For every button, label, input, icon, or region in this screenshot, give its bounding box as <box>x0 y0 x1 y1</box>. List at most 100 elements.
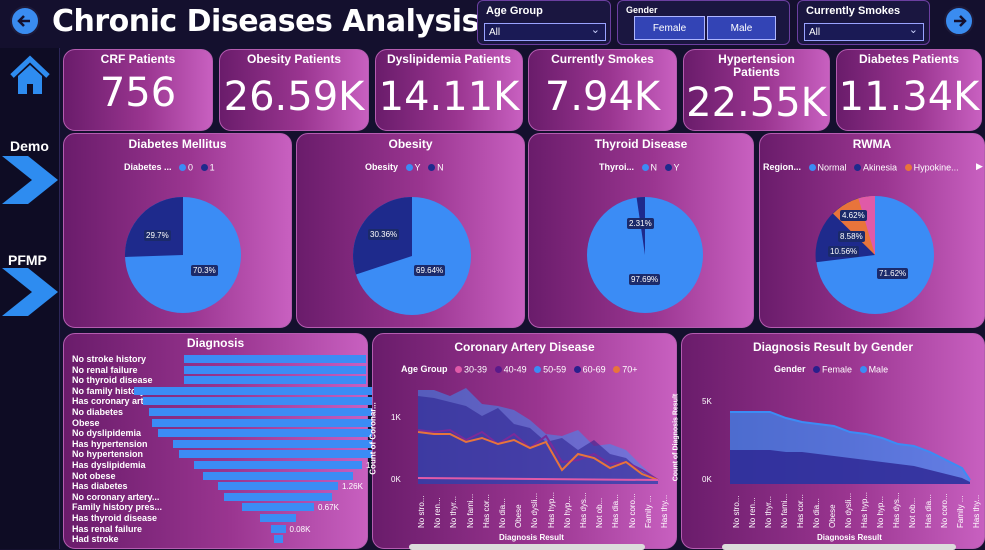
legend-dot <box>613 366 621 374</box>
x-tick: No dia... <box>812 498 821 528</box>
legend-dot <box>904 164 912 172</box>
gender-male-button[interactable]: Male <box>707 16 776 40</box>
diagnosis-bar[interactable] <box>273 535 283 544</box>
chevron-right-icon[interactable] <box>2 156 58 209</box>
legend-item: Female <box>822 364 853 375</box>
kpi-card-hypertension: Hypertension Patients 22.55K <box>683 49 830 131</box>
pie-chart[interactable] <box>124 196 242 314</box>
diagnosis-label: Has thyroid disease <box>72 513 158 523</box>
diagnosis-label: Has coronary arter... <box>72 396 160 407</box>
pie-label: 30.36% <box>368 229 400 240</box>
pie-label: 70.3% <box>191 265 218 276</box>
x-tick: No hyp... <box>876 495 885 528</box>
chart-title: RWMA <box>852 137 892 151</box>
x-tick: Has cor... <box>481 494 491 528</box>
diagnosis-bar[interactable] <box>184 376 366 385</box>
pie-card-rwma: RWMA Region... Normal Akinesia Hypokine.… <box>759 133 985 328</box>
pie-card-diabetes: Diabetes Mellitus Diabetes ... 0 1 29.7%… <box>63 133 292 328</box>
pie-chart[interactable] <box>352 196 472 316</box>
x-tick: No thyr... <box>764 495 773 528</box>
legend-title: Region... <box>763 162 801 172</box>
diagnosis-bar[interactable] <box>134 386 422 395</box>
diagnosis-bar[interactable] <box>184 355 366 363</box>
diagnosis-bar[interactable] <box>224 492 332 501</box>
diagnosis-bar[interactable] <box>270 524 286 533</box>
x-tick: No stro... <box>417 495 426 528</box>
x-tick: Obese <box>828 504 837 528</box>
page-title: Chronic Diseases Analysis <box>52 4 479 39</box>
forward-arrow-button[interactable] <box>944 6 974 36</box>
diagnosis-label: Obese <box>72 417 100 428</box>
legend-title: Obesity <box>365 162 399 172</box>
legend-dot <box>494 366 502 374</box>
x-tick: Has dia... <box>611 494 621 528</box>
gender-chart-card: Diagnosis Result by Gender Gender Female… <box>672 333 985 550</box>
gender-label: Gender <box>626 5 658 15</box>
legend-item: Akinesia <box>863 162 898 173</box>
diagnosis-bar[interactable] <box>143 397 413 406</box>
kpi-value: 14.11K <box>378 74 520 120</box>
x-tick: No thyr... <box>449 495 459 528</box>
diagnosis-label: No family history <box>72 385 146 396</box>
area-chart[interactable] <box>418 384 673 484</box>
back-arrow-button[interactable] <box>10 6 40 36</box>
legend-next-icon[interactable]: ▶ <box>976 161 983 171</box>
pie-label: 69.64% <box>414 265 446 276</box>
y-axis-label: Count of Coronar... <box>368 402 378 475</box>
diagnosis-bar[interactable] <box>194 461 362 469</box>
chart-title: Coronary Artery Disease <box>454 340 595 354</box>
diagnosis-bar[interactable] <box>260 514 296 522</box>
legend-dot <box>534 366 542 374</box>
x-tick: No dysli... <box>844 492 853 528</box>
kpi-value: 26.59K <box>223 74 365 120</box>
age-group-value: All <box>489 27 501 38</box>
legend-dot <box>813 366 821 374</box>
diagnosis-bar[interactable] <box>179 450 377 459</box>
smokes-filter: Currently Smokes All ⌄ <box>797 0 930 45</box>
diagnosis-label: No thyroid disease <box>72 375 153 386</box>
legend-item: 70+ <box>622 364 638 375</box>
x-axis-label: Diagnosis Result <box>817 533 882 542</box>
kpi-title: Diabetes Patients <box>858 52 960 66</box>
smokes-dropdown[interactable]: All ⌄ <box>804 23 924 41</box>
age-group-dropdown[interactable]: All ⌄ <box>484 23 606 41</box>
x-tick: Has dia... <box>924 494 933 528</box>
diagnosis-card: Diagnosis No stroke history No renal fail… <box>63 333 438 549</box>
diagnosis-bar[interactable] <box>218 482 338 491</box>
arrow-right-icon <box>954 15 967 27</box>
diagnosis-bar[interactable] <box>184 365 366 374</box>
diagnosis-bar[interactable] <box>203 471 353 480</box>
horizontal-scrollbar[interactable] <box>722 544 956 550</box>
pie-label: 2.31% <box>627 218 654 229</box>
chevron-down-icon: ⌄ <box>590 24 600 36</box>
diagnosis-bar[interactable] <box>158 429 398 438</box>
horizontal-scrollbar[interactable] <box>409 544 645 550</box>
x-tick: Has thy... <box>972 494 981 528</box>
diagnosis-bar[interactable] <box>149 408 407 416</box>
pie-chart[interactable] <box>586 196 704 314</box>
kpi-card-dyslipidemia: Dyslipidemia Patients 14.11K <box>375 49 523 131</box>
legend: Diabetes ... 0 1 <box>124 162 215 173</box>
chevron-right-icon[interactable] <box>2 268 58 321</box>
x-tick: No dia... <box>498 498 507 528</box>
home-icon[interactable] <box>8 54 52 103</box>
chart-title: Diagnosis <box>186 336 245 350</box>
diagnosis-value: 1.26K <box>342 482 363 492</box>
diagnosis-bar[interactable] <box>242 503 314 512</box>
legend-dot <box>664 164 672 172</box>
pie-label: 4.62% <box>840 210 867 221</box>
pie-label: 10.56% <box>828 246 860 257</box>
diagnosis-bar[interactable] <box>152 418 404 427</box>
x-tick: Family ... <box>643 495 653 528</box>
cad-card: Coronary Artery Disease Age Group 30-39 … <box>368 333 677 550</box>
diagnosis-label: Has diabetes <box>72 481 128 492</box>
legend-item: 60-69 <box>582 364 606 375</box>
x-tick: Has hyp... <box>860 491 869 528</box>
area-chart[interactable] <box>730 394 980 484</box>
gender-female-button[interactable]: Female <box>634 16 705 40</box>
sidebar-item-pfmp[interactable]: PFMP <box>8 252 47 268</box>
sidebar-item-demo[interactable]: Demo <box>10 138 49 154</box>
diagnosis-label: No dyslipidemia <box>72 428 142 439</box>
diagnosis-label: Has hypertension <box>72 438 148 449</box>
diagnosis-bar[interactable] <box>173 439 383 448</box>
